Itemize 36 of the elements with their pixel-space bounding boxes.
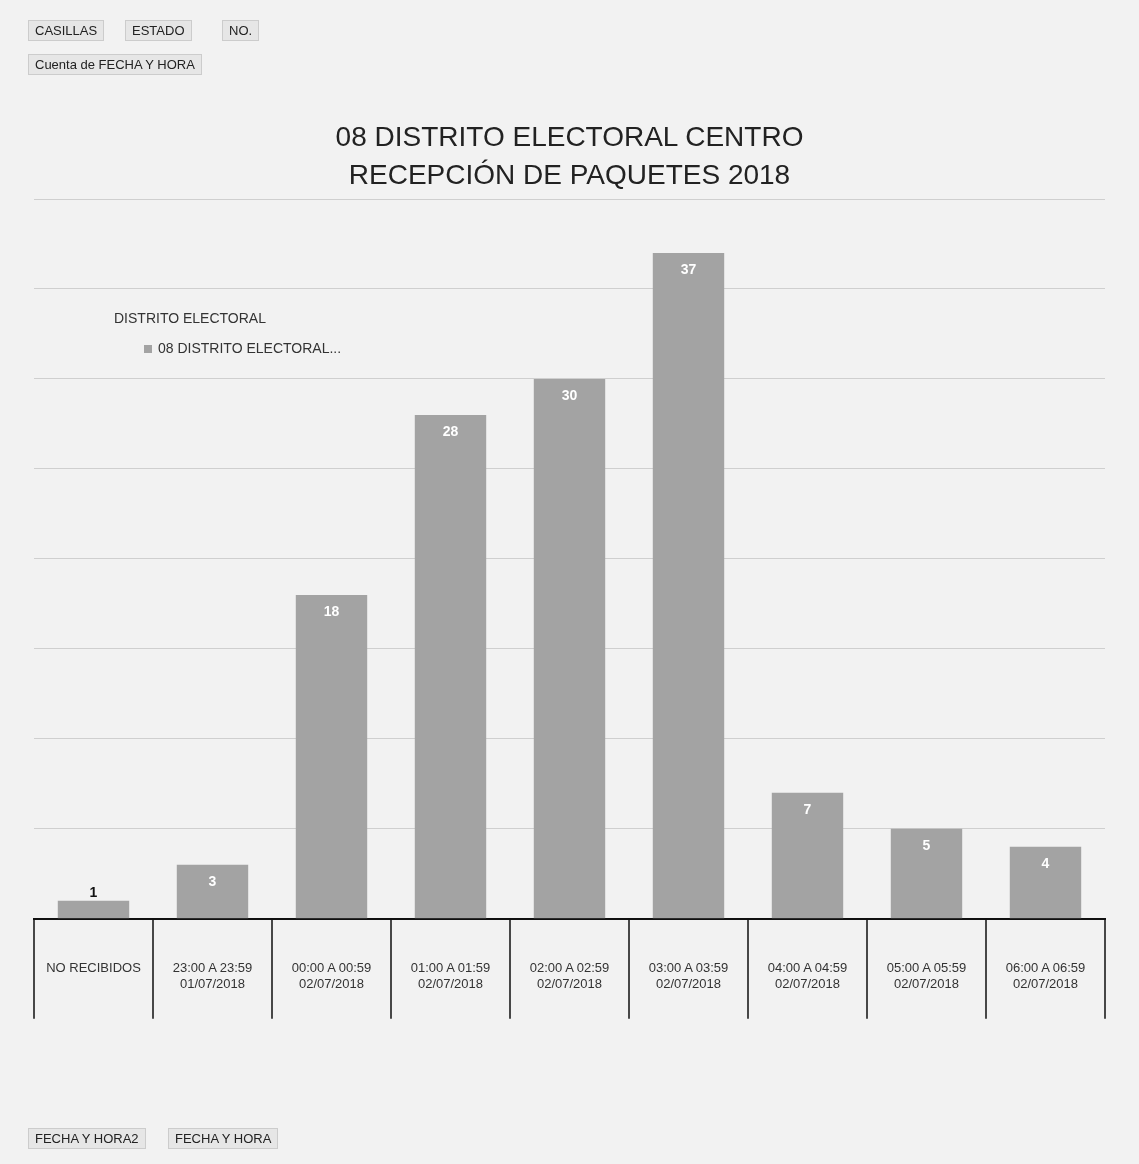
bar (176, 864, 249, 919)
data-label: 3 (208, 872, 217, 889)
data-label: 1 (89, 883, 98, 900)
text: FECHA Y HORA (168, 1128, 279, 1149)
legend-label: 08 DISTRITO ELECTORAL... (158, 339, 342, 356)
text: CASILLAS (28, 20, 105, 41)
legend-title: DISTRITO ELECTORAL (114, 309, 267, 326)
x-tick-label: 00:00 A 00:59 02/07/2018 (291, 960, 372, 991)
data-label: 5 (922, 836, 931, 853)
bar (414, 414, 487, 919)
x-tick-label: 02:00 A 02:59 02/07/2018 (529, 960, 610, 991)
x-tick-label: 04:00 A 04:59 02/07/2018 (767, 960, 848, 991)
x-tick-label: NO RECIBIDOS (46, 960, 142, 976)
bar (652, 252, 725, 919)
bar (1009, 846, 1082, 919)
data-label: 7 (803, 800, 812, 817)
text: FECHA Y HORA2 (28, 1128, 146, 1149)
data-label: 37 (680, 260, 697, 277)
bar (295, 594, 368, 919)
x-tick-label: 01:00 A 01:59 02/07/2018 (410, 960, 491, 991)
x-tick-label: 06:00 A 06:59 02/07/2018 (1005, 960, 1086, 991)
x-tick-label: 03:00 A 03:59 02/07/2018 (648, 960, 729, 991)
bar (57, 900, 130, 919)
x-tick-label: 05:00 A 05:59 02/07/2018 (886, 960, 967, 991)
bar (771, 792, 844, 919)
bar (533, 378, 606, 919)
x-tick-label: 23:00 A 23:59 01/07/2018 (172, 960, 253, 991)
data-label: 18 (323, 602, 340, 619)
data-label: 30 (561, 386, 578, 403)
text: ESTADO (125, 20, 192, 41)
data-label: 4 (1041, 854, 1050, 871)
bar (890, 828, 963, 919)
data-label: 28 (442, 422, 459, 439)
text: NO. (222, 20, 260, 41)
chart-title: 08 DISTRITO ELECTORAL CENTRO RECEPCIÓN DE PAQUETES 2018 (334, 120, 805, 192)
text: Cuenta de FECHA Y HORA (28, 54, 202, 75)
